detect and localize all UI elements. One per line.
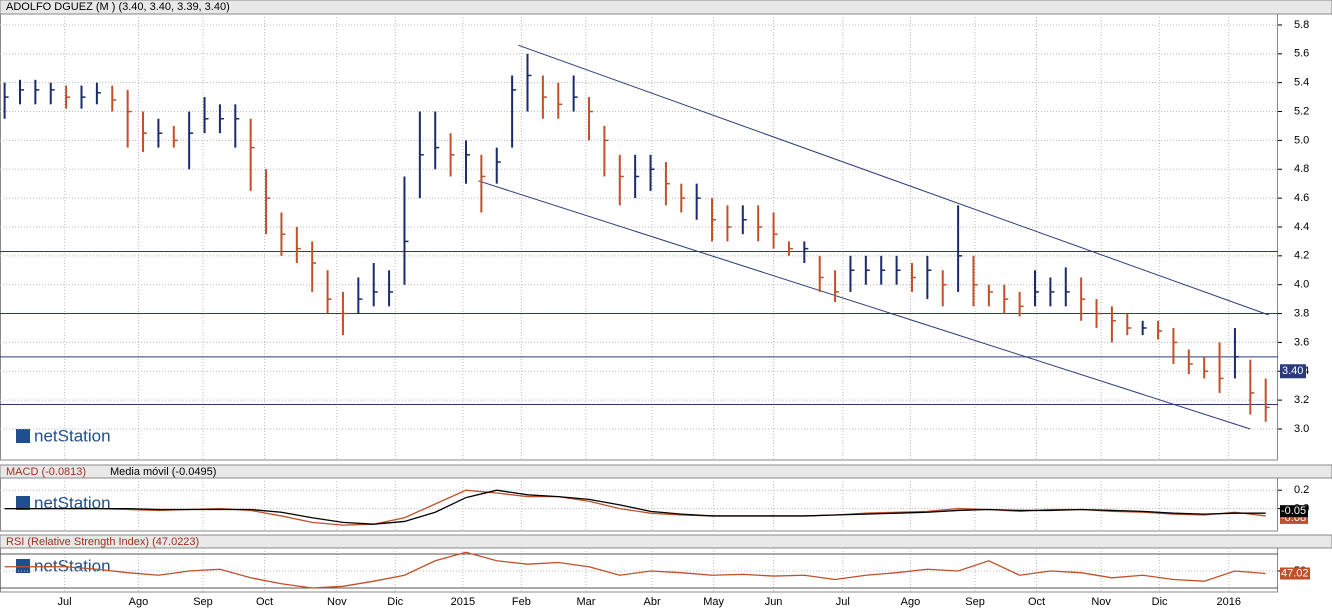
x-tick-label: Oct <box>256 596 273 608</box>
last-value-label: 47.02 <box>1281 567 1309 579</box>
trend-line <box>518 44 1269 316</box>
macd-title: MACD (-0.0813) <box>6 466 86 478</box>
y-tick-label: 0.2 <box>1294 484 1309 496</box>
x-tick-label: Sep <box>193 596 213 608</box>
trend-line <box>478 180 1251 430</box>
x-tick-label: Ago <box>129 596 149 608</box>
x-tick-label: Feb <box>512 596 531 608</box>
x-tick-label: Abr <box>644 596 661 608</box>
watermark: netStation <box>34 493 111 512</box>
y-tick-label: 4.6 <box>1294 192 1309 204</box>
y-tick-label: 5.2 <box>1294 105 1309 117</box>
x-tick-label: Oct <box>1028 596 1045 608</box>
watermark: netStation <box>34 426 111 445</box>
y-tick-label: 4.0 <box>1294 279 1309 291</box>
last-value-box <box>1280 567 1310 580</box>
y-tick-label: 4.4 <box>1294 221 1309 233</box>
last-price-box <box>1280 364 1306 379</box>
x-tick-label: Dic <box>387 596 403 608</box>
x-tick-label: Jul <box>836 596 850 608</box>
x-tick-label: Nov <box>327 596 347 608</box>
last-value-box <box>1280 505 1308 518</box>
x-tick-label: Jul <box>58 596 72 608</box>
macd-line <box>4 489 1266 525</box>
y-tick-label: 5.8 <box>1294 19 1309 31</box>
chart-title: ADOLFO DGUEZ (M ) (3.40, 3.40, 3.39, 3.4… <box>6 1 230 13</box>
macd-line <box>4 489 1266 526</box>
y-tick-label: 3.0 <box>1294 423 1309 435</box>
y-tick-label: 5.6 <box>1294 48 1309 60</box>
logo <box>16 429 30 573</box>
y-tick-label: 3.8 <box>1294 307 1309 319</box>
y-tick-label: 4.8 <box>1294 163 1309 175</box>
title-bar <box>0 534 1332 549</box>
x-tick-label: Dic <box>1152 596 1168 608</box>
last-price-label: 3.40 <box>1282 365 1303 377</box>
x-tick-label: Ago <box>901 596 921 608</box>
last-value-label: -0.05 <box>1281 505 1306 517</box>
y-tick-label: 3.2 <box>1294 394 1309 406</box>
x-tick-label: Sep <box>965 596 985 608</box>
y-tick-label: 3.6 <box>1294 336 1309 348</box>
rsi-line <box>4 551 1266 589</box>
panel-border <box>0 477 1278 532</box>
y-tick-label: 5.0 <box>1294 134 1309 146</box>
panel-border <box>0 13 1278 461</box>
y-tick-label: 4.2 <box>1294 250 1309 262</box>
x-tick-label: Nov <box>1091 596 1111 608</box>
signal-title: Media móvil (-0.0495) <box>110 466 216 478</box>
x-tick-label: May <box>703 596 724 608</box>
x-tick-label: Mar <box>576 596 595 608</box>
rsi-title: RSI (Relative Strength Index) (47.0223) <box>6 536 199 548</box>
y-tick-label: 5.4 <box>1294 77 1309 89</box>
x-tick-label: 2016 <box>1217 596 1241 608</box>
watermark: netStation <box>34 556 111 575</box>
panel-border <box>0 547 1278 593</box>
x-tick-label: Jun <box>765 596 783 608</box>
x-tick-label: 2015 <box>451 596 475 608</box>
